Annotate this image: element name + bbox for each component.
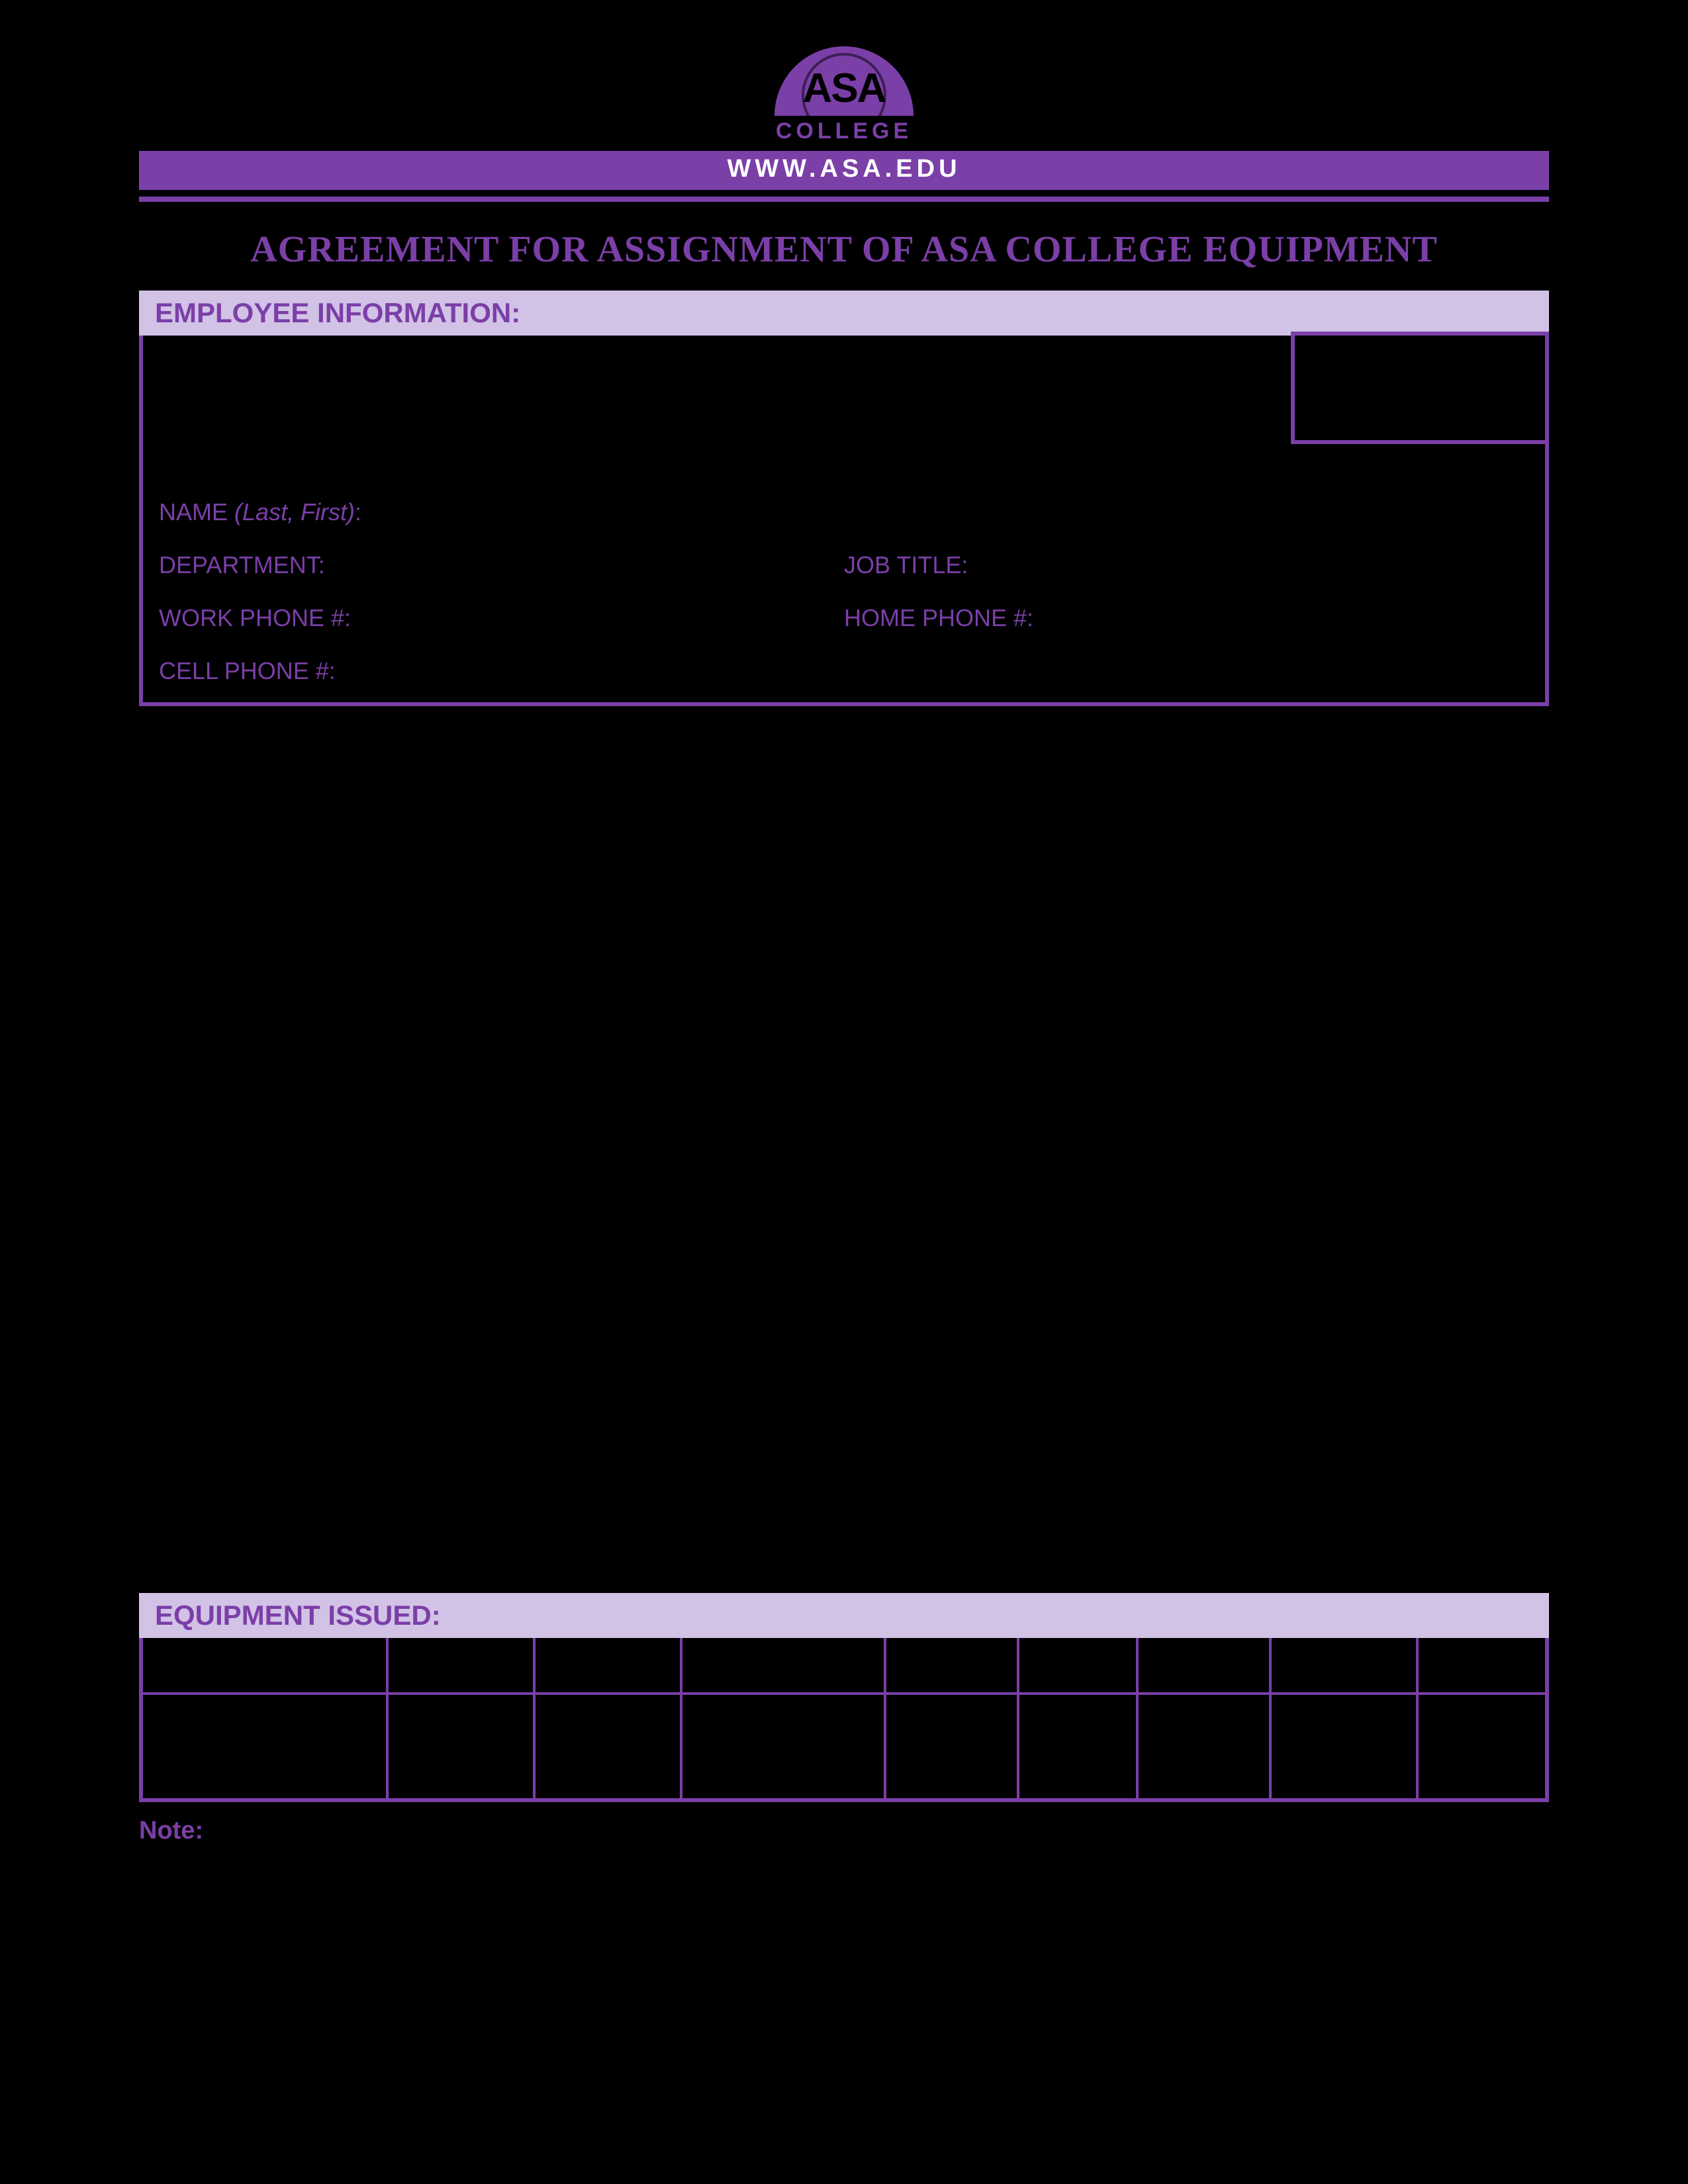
divider xyxy=(139,197,1549,202)
table-cell[interactable] xyxy=(1019,1692,1139,1798)
table-header-cell xyxy=(1419,1638,1545,1692)
logo-top-text: ASA xyxy=(774,65,914,112)
name-hint: (Last, First) xyxy=(234,498,355,525)
field-department[interactable]: DEPARTMENT: xyxy=(159,551,844,579)
table-row xyxy=(143,1692,1545,1798)
table-header-cell xyxy=(1272,1638,1419,1692)
field-work-phone[interactable]: WORK PHONE #: xyxy=(159,604,844,632)
page: ASA COLLEGE WWW.ASA.EDU AGREEMENT FOR AS… xyxy=(0,0,1688,2184)
department-label: DEPARTMENT: xyxy=(159,551,325,578)
equipment-table xyxy=(139,1638,1549,1802)
table-header-cell xyxy=(1139,1638,1272,1692)
table-header-cell xyxy=(1019,1638,1139,1692)
table-header-cell xyxy=(389,1638,536,1692)
note-label: Note: xyxy=(139,1817,1549,1845)
field-job-title[interactable]: JOB TITLE: xyxy=(844,551,1529,579)
table-header-cell xyxy=(682,1638,886,1692)
logo-dome-icon: ASA xyxy=(774,46,914,116)
field-home-phone[interactable]: HOME PHONE #: xyxy=(844,604,1529,632)
field-cell-phone[interactable]: CELL PHONE #: xyxy=(159,657,844,685)
table-header-cell xyxy=(886,1638,1019,1692)
table-cell[interactable] xyxy=(143,1692,389,1798)
body-gap xyxy=(139,706,1549,1593)
logo: ASA COLLEGE xyxy=(139,46,1549,144)
table-cell[interactable] xyxy=(1139,1692,1272,1798)
url-bar: WWW.ASA.EDU xyxy=(139,151,1549,190)
table-cell[interactable] xyxy=(1272,1692,1419,1798)
section-heading-employee: EMPLOYEE INFORMATION: xyxy=(139,291,1549,336)
employee-info-box: NAME (Last, First): DEPARTMENT: JOB TITL… xyxy=(139,336,1549,706)
field-name[interactable]: NAME (Last, First): xyxy=(159,498,1529,526)
employee-corner-box[interactable] xyxy=(1291,332,1549,444)
page-title: AGREEMENT FOR ASSIGNMENT OF ASA COLLEGE … xyxy=(139,228,1549,271)
table-header-row xyxy=(143,1638,1545,1692)
home-phone-label: HOME PHONE #: xyxy=(844,604,1033,631)
work-phone-label: WORK PHONE #: xyxy=(159,604,351,631)
table-cell[interactable] xyxy=(682,1692,886,1798)
table-cell[interactable] xyxy=(389,1692,536,1798)
logo-sub-text: COLLEGE xyxy=(751,118,937,144)
table-cell[interactable] xyxy=(1419,1692,1545,1798)
table-cell[interactable] xyxy=(886,1692,1019,1798)
field-empty xyxy=(844,657,1529,685)
cell-phone-label: CELL PHONE #: xyxy=(159,657,336,684)
name-label: NAME xyxy=(159,498,228,525)
name-colon: : xyxy=(355,498,361,525)
table-cell[interactable] xyxy=(536,1692,682,1798)
section-heading-equipment: EQUIPMENT ISSUED: xyxy=(139,1593,1549,1638)
table-header-cell xyxy=(536,1638,682,1692)
table-header-cell xyxy=(143,1638,389,1692)
job-title-label: JOB TITLE: xyxy=(844,551,968,578)
